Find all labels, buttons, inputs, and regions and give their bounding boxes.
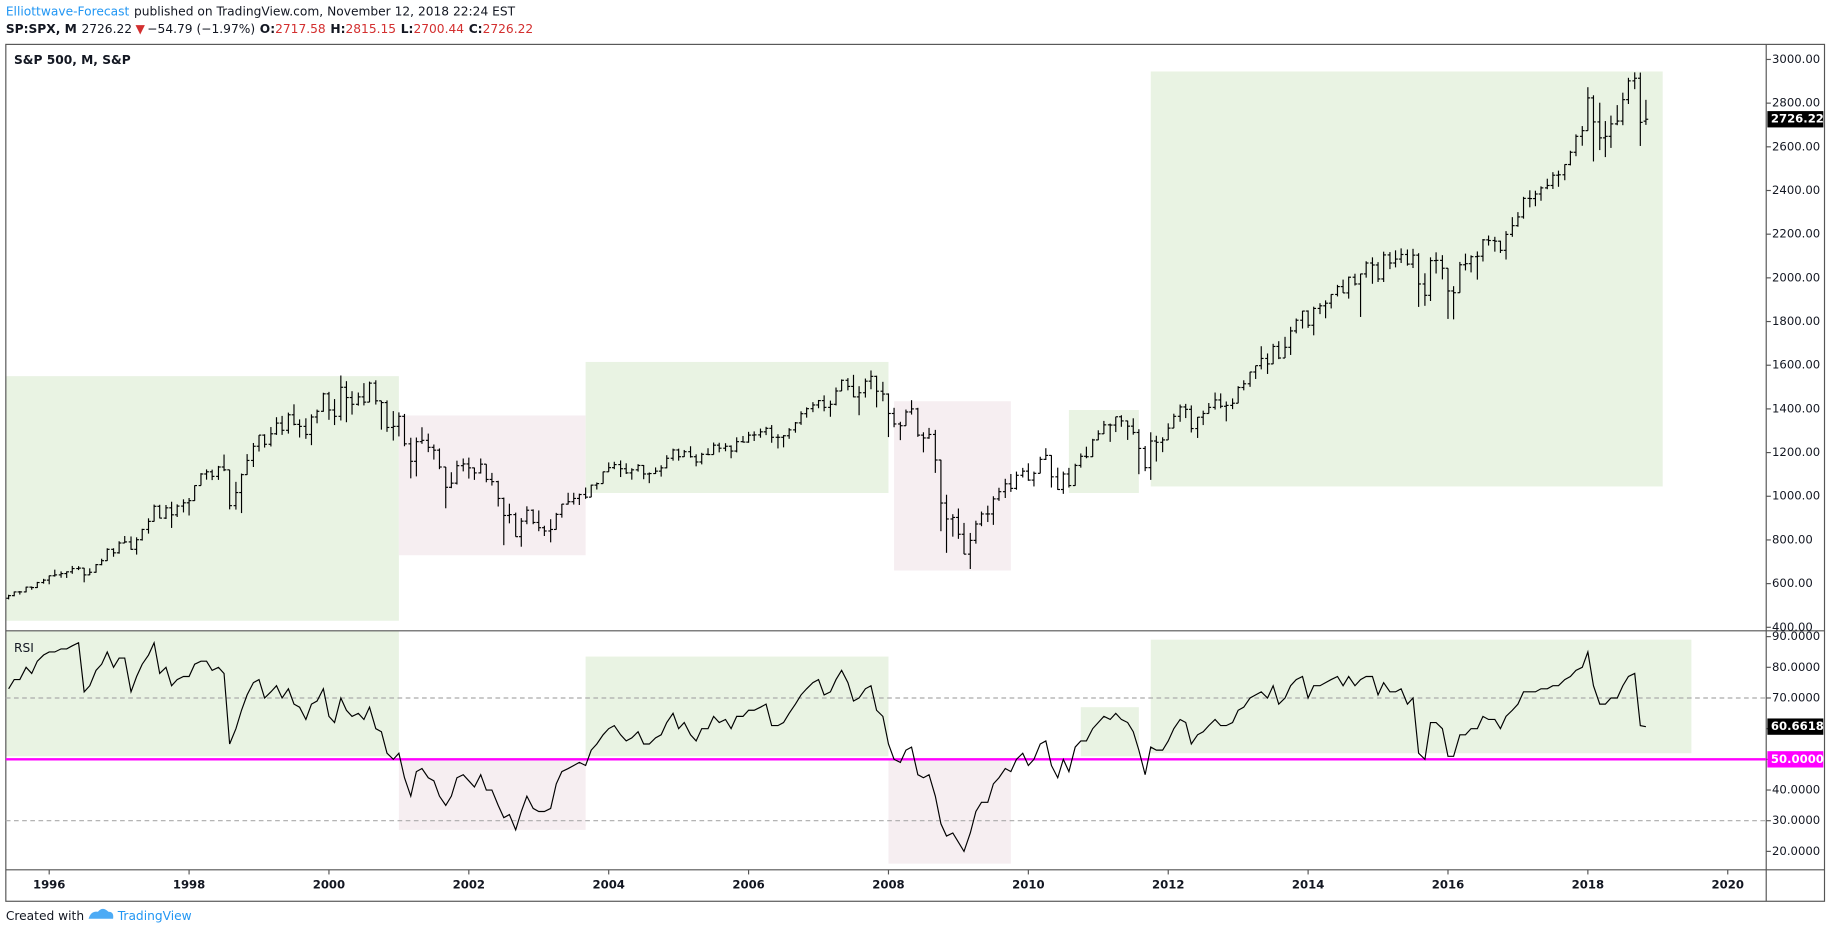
ohlc-key: O:: [260, 22, 275, 36]
down-arrow: ▼: [136, 22, 146, 36]
y-tick-label: 30.0000: [1772, 813, 1820, 827]
ohlc-value: 2717.58: [275, 22, 326, 36]
header-line-1: Elliottwave-Forecast published on Trading…: [6, 4, 516, 18]
chart-frame: [5, 43, 1826, 902]
x-tick-label: 1998: [173, 877, 205, 891]
footer-brand[interactable]: TradingView: [117, 909, 192, 923]
ohlc-key: C:: [469, 22, 483, 36]
y-tick-label: 1200.00: [1772, 445, 1820, 459]
shaded-region: [585, 361, 889, 493]
x-tick-label: 2008: [872, 877, 904, 891]
shaded-region: [585, 656, 889, 757]
y-tick-label: 400.00: [1772, 620, 1813, 634]
x-tick-label: 2002: [453, 877, 485, 891]
x-tick-label: 2016: [1432, 877, 1464, 891]
x-tick-label: 2014: [1292, 877, 1324, 891]
y-tick-label: 70.0000: [1772, 690, 1820, 704]
y-tick-label: 1000.00: [1772, 489, 1820, 503]
last-price: 2726.22: [81, 22, 132, 36]
y-tick-label: 3000.00: [1772, 52, 1820, 66]
x-tick-label: 2010: [1012, 877, 1044, 891]
x-tick-label: 2000: [313, 877, 345, 891]
footer-created: Created with: [6, 909, 84, 923]
header-line-2: SP:SPX, M 2726.22 ▼ −54.79 (−1.97%) O:2717.5…: [6, 22, 533, 36]
rsi-last-label: 60.6618: [1771, 719, 1824, 733]
x-tick-label: 2006: [732, 877, 764, 891]
rsi-midline-label: 50.0000: [1771, 752, 1824, 766]
shaded-region: [5, 630, 399, 757]
y-tick-label: 40.0000: [1772, 783, 1820, 797]
x-tick-label: 1996: [33, 877, 65, 891]
shaded-region: [894, 401, 1011, 571]
y-tick-label: 800.00: [1772, 532, 1813, 546]
shaded-region: [5, 376, 399, 621]
y-tick-label: 2800.00: [1772, 96, 1820, 110]
last-price-label: 2726.22: [1771, 112, 1824, 126]
shaded-region: [1150, 71, 1663, 487]
ohlc-value: 2700.44: [413, 22, 464, 36]
tradingview-logo[interactable]: [88, 908, 114, 919]
change: −54.79 (−1.97%): [147, 22, 255, 36]
published-text: published on TradingView.com, November 1…: [134, 4, 516, 18]
shaded-region: [1080, 707, 1139, 757]
y-tick-label: 80.0000: [1772, 660, 1820, 674]
shaded-region: [398, 759, 586, 830]
rsi-line: [8, 640, 1647, 853]
y-tick-label: 90.0000: [1772, 629, 1820, 643]
y-tick-label: 1400.00: [1772, 401, 1820, 415]
x-tick-label: 2012: [1152, 877, 1184, 891]
publisher[interactable]: Elliottwave-Forecast: [6, 4, 130, 18]
ohlc-value: 2815.15: [345, 22, 396, 36]
y-tick-label: 2600.00: [1772, 139, 1820, 153]
price-pane-title: S&P 500, M, S&P: [14, 53, 131, 67]
ohlc-key: H:: [330, 22, 345, 36]
ohlc-key: L:: [401, 22, 414, 36]
shaded-region: [888, 759, 1011, 864]
rsi-midline-label-box: [1767, 751, 1824, 768]
y-tick-label: 2200.00: [1772, 227, 1820, 241]
background-layer: [5, 71, 1692, 864]
rsi-pane-title: RSI: [14, 641, 34, 655]
y-tick-label: 20.0000: [1772, 844, 1820, 858]
y-tick-label: 2400.00: [1772, 183, 1820, 197]
symbol: SP:SPX, M: [6, 22, 77, 36]
rsi-last-label-box: [1767, 718, 1824, 735]
shaded-region: [1150, 639, 1692, 754]
x-tick-label: 2004: [593, 877, 625, 891]
x-tick-label: 2018: [1572, 877, 1604, 891]
y-tick-label: 1800.00: [1772, 314, 1820, 328]
last-price-label-box: [1767, 111, 1824, 128]
ohlc-value: 2726.22: [483, 22, 534, 36]
y-tick-label: 600.00: [1772, 576, 1813, 590]
y-tick-label: 2000.00: [1772, 270, 1820, 284]
y-tick-label: 1600.00: [1772, 358, 1820, 372]
x-tick-label: 2020: [1712, 877, 1744, 891]
